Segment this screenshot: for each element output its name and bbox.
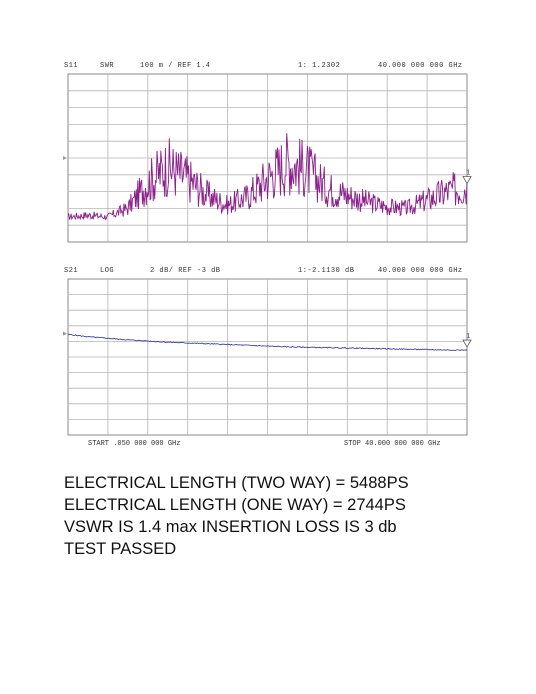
s21-marker-freq: 40.000 000 000 GHz (378, 267, 463, 275)
s11-marker-freq: 40.000 000 000 GHz (378, 62, 463, 70)
marker-triangle (462, 176, 472, 185)
trace-line (67, 333, 468, 351)
test-summary: ELECTRICAL LENGTH (TWO WAY) = 5488PS ELE… (64, 472, 504, 560)
s11-measurement: S11 (64, 62, 79, 70)
electrical-length-one-way: ELECTRICAL LENGTH (ONE WAY) = 2744PS (64, 496, 406, 514)
s11-marker-readout: 1: 1.2302 (298, 62, 341, 70)
s21-plot: 1 (63, 278, 472, 436)
marker-number: 1 (466, 170, 470, 178)
electrical-length-two-way: ELECTRICAL LENGTH (TWO WAY) = 5488PS (64, 474, 409, 492)
stop-frequency-label: STOP 40.000 000 000 GHz (344, 440, 441, 448)
reference-marker (63, 331, 67, 336)
s11-header: S11 SWR 100 m / REF 1.4 1: 1.2302 40.000… (60, 60, 475, 72)
s21-footer: START .050 000 000 GHz STOP 40.000 000 0… (60, 440, 475, 452)
s21-marker-readout: 1:-2.1130 dB (298, 267, 355, 275)
vswr-insertion-loss: VSWR IS 1.4 max INSERTION LOSS IS 3 db (64, 518, 397, 536)
reference-marker (63, 156, 67, 160)
s21-format: LOG (100, 267, 115, 275)
trace-line (67, 133, 468, 221)
s21-scale: 2 dB/ REF -3 dB (150, 267, 221, 275)
s11-plot: 1 (63, 73, 472, 243)
s11-format: SWR (100, 62, 115, 70)
marker-triangle (462, 339, 472, 348)
marker-number: 1 (466, 333, 470, 341)
start-frequency-label: START .050 000 000 GHz (88, 440, 181, 448)
s21-measurement: S21 (64, 267, 79, 275)
test-result: TEST PASSED (64, 540, 177, 558)
s21-header: S21 LOG 2 dB/ REF -3 dB 1:-2.1130 dB 40.… (60, 265, 475, 277)
s11-scale: 100 m / REF 1.4 (140, 62, 211, 70)
